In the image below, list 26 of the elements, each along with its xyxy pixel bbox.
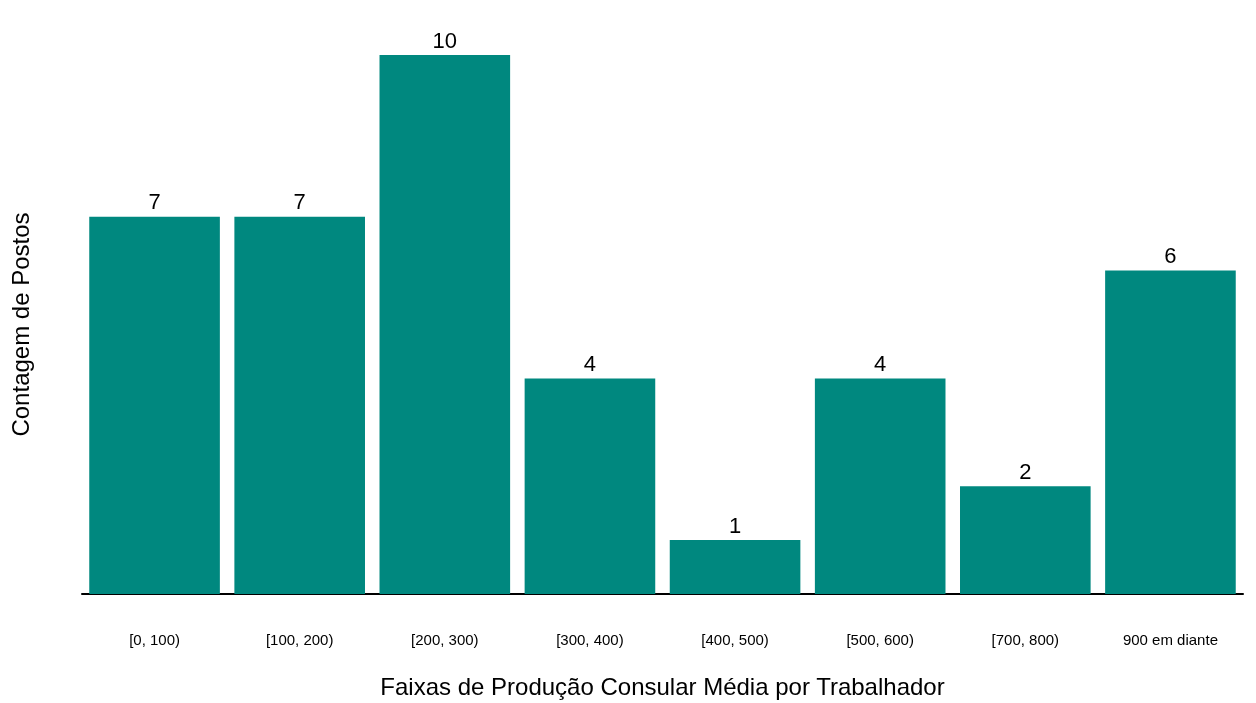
x-tick-label: [300, 400) xyxy=(556,631,624,648)
data-label: 7 xyxy=(293,189,306,215)
bar xyxy=(960,486,1091,594)
data-label: 6 xyxy=(1164,243,1177,269)
bar xyxy=(1105,270,1236,594)
bar xyxy=(89,216,220,594)
x-tick-label: [200, 300) xyxy=(411,631,479,648)
bar xyxy=(379,55,511,594)
data-label: 4 xyxy=(874,350,887,376)
data-label: 10 xyxy=(432,27,458,53)
x-axis-title: Faixas de Produção Consular Média por Trabalhador xyxy=(380,672,945,700)
x-tick-label: [700, 800) xyxy=(991,631,1060,648)
bar xyxy=(234,216,365,594)
data-label: 2 xyxy=(1019,458,1032,484)
data-label: 1 xyxy=(728,512,742,538)
bar xyxy=(814,378,946,594)
x-tick-label: [100, 200) xyxy=(265,631,334,648)
x-tick-label: 900 em diante xyxy=(1122,631,1218,648)
bar xyxy=(669,540,801,594)
y-axis-title: Contagem de Postos xyxy=(6,212,34,437)
data-label: 7 xyxy=(148,189,161,215)
x-tick-label: [400, 500) xyxy=(701,631,769,648)
data-label: 4 xyxy=(583,350,597,376)
x-tick-label: [500, 600) xyxy=(846,631,914,648)
bar xyxy=(524,378,656,594)
x-tick-label: [0, 100) xyxy=(129,631,180,648)
